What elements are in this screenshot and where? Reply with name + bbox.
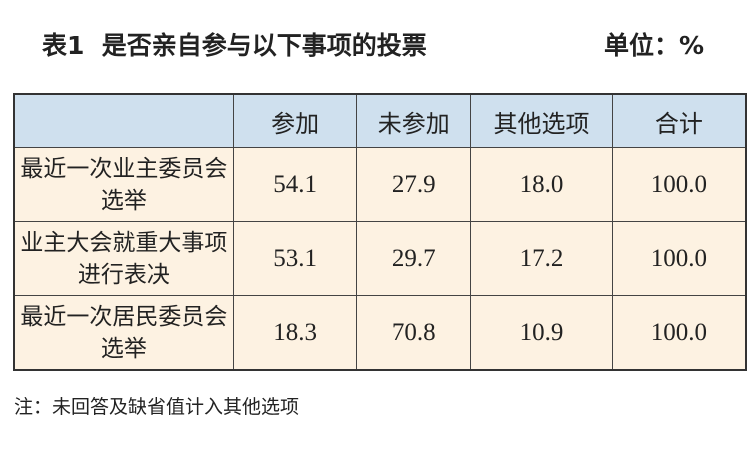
- row-label: 最近一次业主委员会选举: [13, 147, 234, 222]
- row-label: 最近一次居民委员会选举: [13, 295, 234, 371]
- table: 参加 未参加 其他选项 合计 最近一次业主委员会选举 54.1 27.9 18.0 100.0…: [13, 93, 747, 371]
- column-header: 未参加: [356, 93, 472, 148]
- title: 表1 是否亲自参与以下事项的投票: [42, 31, 427, 60]
- row-label: 业主大会就重大事项进行表决: [13, 221, 234, 296]
- table-cell: 29.7: [356, 221, 472, 296]
- corner-cell: [13, 93, 234, 148]
- table-cell: 17.2: [470, 221, 613, 296]
- table-row: 最近一次居民委员会选举 18.3 70.8 10.9 100.0: [13, 295, 747, 371]
- table-cell: 100.0: [611, 295, 747, 371]
- column-header: 合计: [611, 93, 747, 148]
- note: 注：未回答及缺省值计入其他选项: [14, 396, 300, 418]
- header-row: 参加 未参加 其他选项 合计: [13, 93, 747, 148]
- table-row: 业主大会就重大事项进行表决 53.1 29.7 17.2 100.0: [13, 221, 747, 296]
- table-cell: 10.9: [470, 295, 613, 371]
- table-cell: 100.0: [611, 221, 747, 296]
- table-cell: 100.0: [611, 147, 747, 222]
- table-cell: 70.8: [356, 295, 472, 371]
- table-cell: 27.9: [356, 147, 472, 222]
- table-cell: 18.0: [470, 147, 613, 222]
- table-cell: 18.3: [232, 295, 358, 371]
- unit: 单位：%: [604, 31, 705, 60]
- table-row: 最近一次业主委员会选举 54.1 27.9 18.0 100.0: [13, 147, 747, 222]
- table-cell: 54.1: [232, 147, 358, 222]
- column-header: 其他选项: [470, 93, 613, 148]
- column-header: 参加: [232, 93, 358, 148]
- table-cell: 53.1: [232, 221, 358, 296]
- table-body: 最近一次业主委员会选举 54.1 27.9 18.0 100.0 业主大会就重大事项进行表…: [13, 147, 747, 371]
